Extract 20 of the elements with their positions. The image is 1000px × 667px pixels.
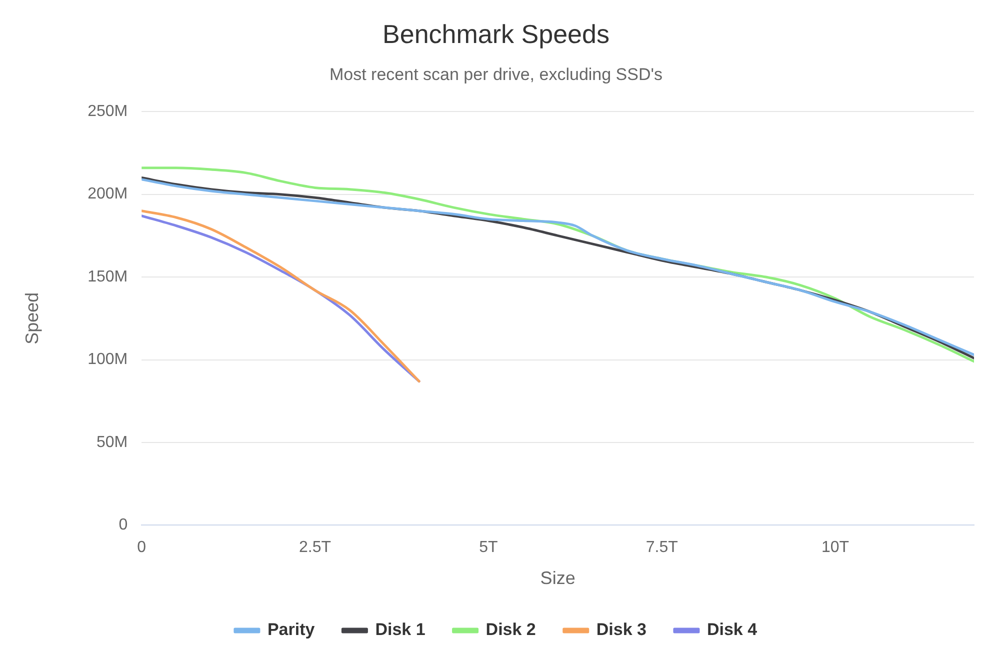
x-axis-title: Size [540,568,576,588]
y-tick-label: 50M [96,434,128,451]
y-axis-title: Speed [22,292,42,344]
y-tick-label: 250M [88,103,128,120]
legend-label: Disk 2 [486,620,536,640]
x-tick-label: 10T [821,539,850,556]
legend-label: Disk 4 [706,620,758,640]
x-tick-label: 2.5T [299,539,332,556]
x-tick-label: 5T [479,539,498,556]
legend-label: Parity [267,620,316,640]
y-tick-label: 200M [88,186,128,203]
x-tick-label: 7.5T [646,539,678,556]
y-tick-label: 150M [88,268,128,286]
chart-title: Benchmark Speeds [382,18,610,49]
y-tick-label: 100M [88,351,128,368]
x-tick-label: 0 [137,539,146,556]
legend-label: Disk 3 [596,620,646,640]
chart-subtitle: Most recent scan per drive, excluding SSD's [329,65,663,84]
y-tick-label: 0 [118,516,128,534]
legend-label: Disk 1 [375,620,426,640]
